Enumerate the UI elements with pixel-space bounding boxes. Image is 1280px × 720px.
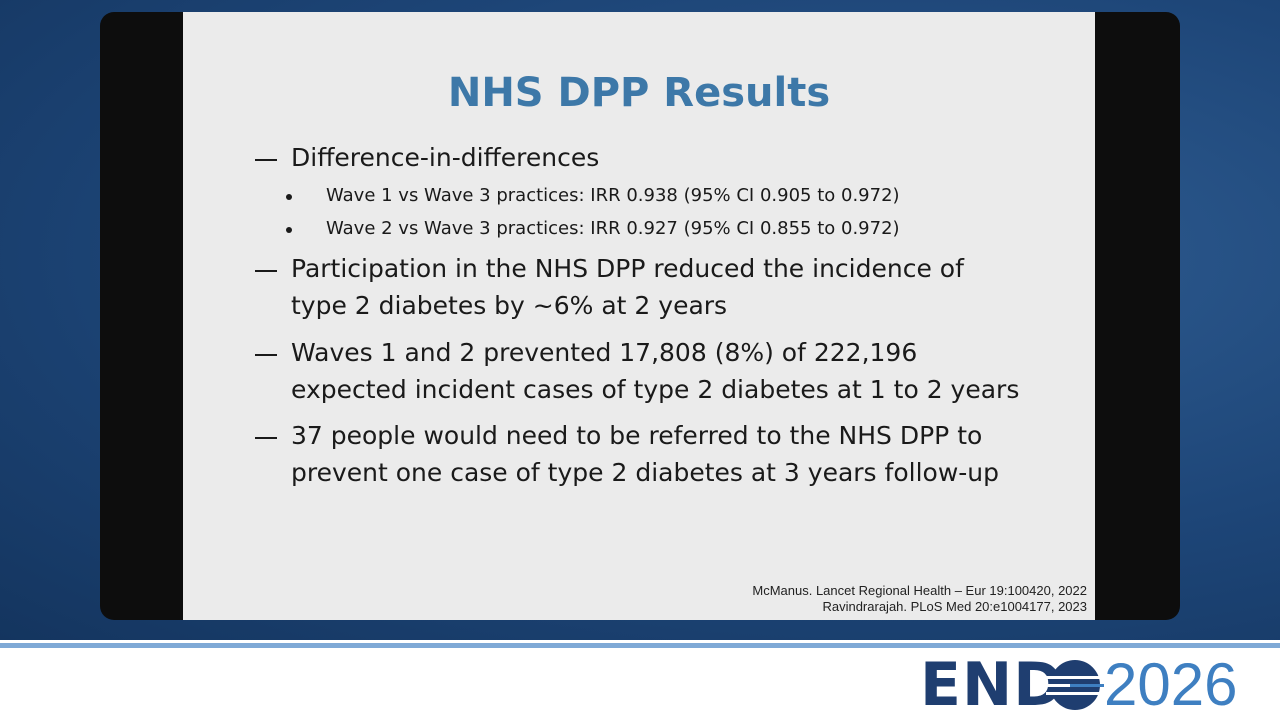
bullet-text: Waves 1 and 2 prevented 17,808 (8%) of 2… [291,338,918,367]
sub-bullet-text: Wave 1 vs Wave 3 practices: IRR 0.938 (9… [326,185,900,206]
dash [255,159,277,161]
dash [255,270,277,272]
bullet-text: Participation in the NHS DPP reduced the… [291,254,964,283]
sub-bullet-text: Wave 2 vs Wave 3 practices: IRR 0.927 (9… [326,218,900,239]
logo-text: 2026 [1104,651,1238,718]
dash [255,354,277,356]
slide: NHS DPP Results Difference-in-difference… [183,12,1095,620]
globe-stripe [1070,684,1104,687]
slide-title: NHS DPP Results [447,70,831,116]
bullet-text: Difference-in-differences [291,143,600,172]
bullet-text: type 2 diabetes by ~6% at 2 years [291,291,728,320]
bullet-dot [286,227,292,233]
logo-text: END [920,650,1065,720]
bullet-dot [286,194,292,200]
dash [255,437,277,439]
reference: McManus. Lancet Regional Health – Eur 19… [752,583,1087,598]
bullet-text: expected incident cases of type 2 diabet… [291,375,1020,404]
footer-line [0,643,1280,648]
logo-globe [1046,660,1104,710]
globe-stripe [1046,676,1104,679]
bullet-text: 37 people would need to be referred to t… [291,421,983,450]
bullet-text: prevent one case of type 2 diabetes at 3… [291,458,999,487]
reference: Ravindrarajah. PLoS Med 20:e1004177, 202… [822,599,1087,614]
globe-stripe [1046,692,1104,695]
